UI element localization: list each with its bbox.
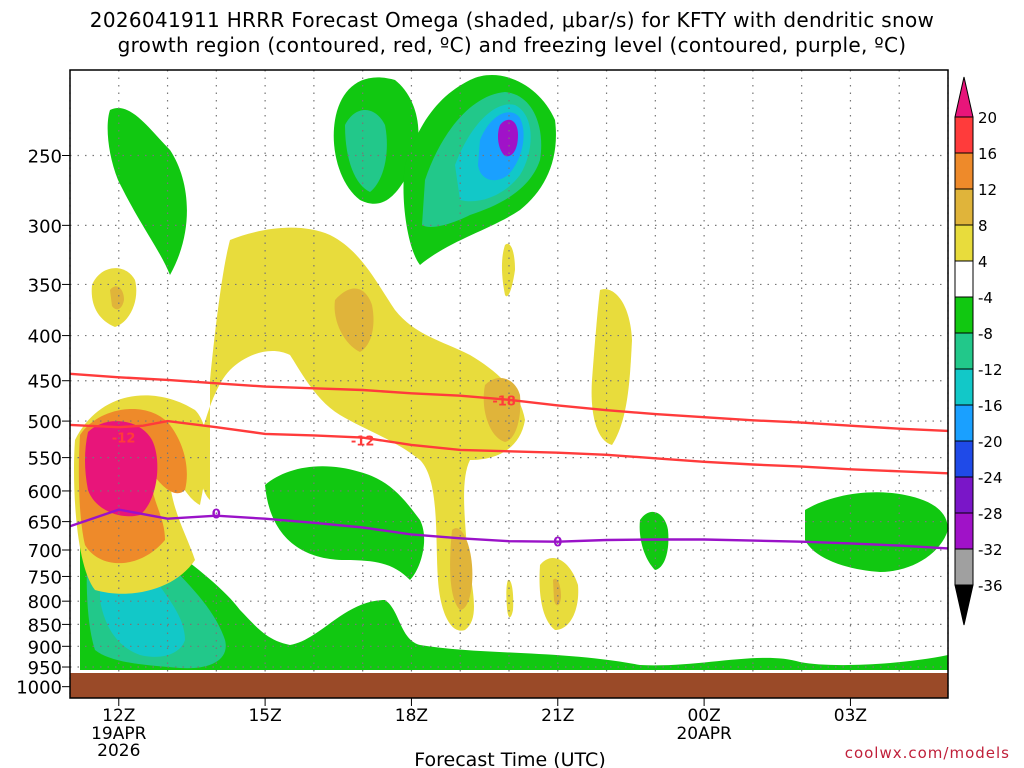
y-tick-label-850: 850	[28, 615, 62, 636]
omega-orange-center	[483, 377, 521, 442]
omega-orange-low-right	[553, 578, 561, 606]
colorbar-band-7	[954, 368, 974, 406]
dgz-bottom-contour	[69, 419, 949, 475]
contour-labels: -18 -12 -12 0 0	[112, 395, 562, 551]
colorbar-band-5	[954, 296, 974, 334]
colorbar-band-1	[954, 152, 974, 190]
x-tick-label-21Z: 21Z	[541, 706, 574, 726]
colorbar-bottom-arrow	[954, 584, 974, 626]
y-tick-label-800: 800	[28, 592, 62, 613]
contour-label-0: -18	[492, 395, 516, 410]
colorbar-top-arrow	[954, 76, 974, 118]
colorbar-band-3	[954, 224, 974, 262]
colorbar-band-10	[954, 476, 974, 514]
omega-yellow-low-narrow	[506, 579, 514, 618]
y-tick-label-250: 250	[28, 146, 62, 167]
contour-label-2: -12	[112, 432, 136, 447]
omega-green-left-midlevel	[107, 108, 187, 275]
y-tick-label-350: 350	[28, 275, 62, 296]
colorbar-label-10: -24	[978, 469, 1003, 487]
ground-rect	[70, 673, 948, 698]
y-tick-label-400: 400	[28, 327, 62, 348]
omega-yellow-upper-center	[501, 243, 515, 297]
colorbar-label-4: 4	[978, 253, 988, 271]
colorbar-label-1: 16	[978, 145, 997, 163]
colorbar-label-7: -12	[978, 361, 1003, 379]
site-credit: coolwx.com/models	[844, 744, 1010, 762]
y-tick-label-950: 950	[28, 658, 62, 679]
contour-lines	[69, 372, 949, 550]
colorbar-label-0: 20	[978, 109, 997, 127]
omega-yellow-right	[591, 289, 632, 445]
y-tick-label-300: 300	[28, 216, 62, 237]
x-axis-title: Forecast Time (UTC)	[414, 749, 605, 768]
colorbar-label-5: -4	[978, 289, 993, 307]
x-tick-label-03Z: 03Z	[834, 706, 867, 726]
freezing-level-contour	[69, 508, 949, 550]
omega-green-right-lobe	[805, 492, 948, 572]
omega-yellow-main	[199, 227, 526, 631]
colorbar-label-2: 12	[978, 181, 997, 199]
colorbar-label-9: -20	[978, 433, 1003, 451]
x-tick-label-15Z: 15Z	[248, 706, 281, 726]
y-tick-label-550: 550	[28, 449, 62, 470]
dgz-top-contour	[69, 372, 949, 433]
omega-purple-upper	[497, 119, 518, 157]
colorbar-band-12	[954, 548, 974, 586]
chart-title-line-1: 2026041911 HRRR Forecast Omega (shaded, …	[89, 8, 935, 32]
colorbar-band-2	[954, 188, 974, 226]
y-tick-label-450: 450	[28, 372, 62, 393]
colorbar-band-9	[954, 440, 974, 478]
colorbar-label-12: -32	[978, 541, 1003, 559]
x-tick-label-00Z: 00Z	[687, 706, 720, 726]
colorbar-band-0	[954, 116, 974, 154]
colorbar-label-13: -36	[978, 577, 1003, 595]
contour-label-3: 0	[212, 507, 221, 522]
y-tick-label-700: 700	[28, 541, 62, 562]
y-axis: 2503003504004505005506006507007508008509…	[16, 146, 70, 699]
omega-green-midlevel-band	[265, 466, 425, 580]
omega-green-right-small	[639, 511, 669, 570]
x-tick-label-12Z: 12Z	[102, 706, 135, 726]
x-tick-date-00Z: 20APR	[676, 724, 732, 744]
colorbar-band-6	[954, 332, 974, 370]
chart-title-line-2: growth region (contoured, red, ºC) and f…	[117, 33, 907, 57]
omega-orange-small	[110, 286, 124, 310]
y-tick-label-600: 600	[28, 482, 62, 503]
colorbar-band-11	[954, 512, 974, 550]
y-tick-label-900: 900	[28, 637, 62, 658]
contour-label-4: 0	[553, 536, 562, 551]
colorbar-band-8	[954, 404, 974, 442]
colorbar-band-4	[954, 260, 974, 298]
x-tick-date-12Z: 19APR	[91, 724, 147, 744]
x-tick-label-18Z: 18Z	[395, 706, 428, 726]
omega-orange-low	[450, 528, 473, 610]
omega-teal-upper	[345, 110, 387, 192]
colorbar-label-3: 8	[978, 217, 988, 235]
plot-frame	[69, 69, 949, 699]
omega-shading	[74, 74, 948, 670]
y-tick-label-750: 750	[28, 567, 62, 588]
colorbar: 20 16 12 8 4 -4 -8 -12 -16 -20 -24 -28 -32 -36	[954, 76, 1003, 626]
omega-magenta-dgz	[85, 421, 158, 517]
x-tick-year-12Z: 2026	[97, 741, 140, 761]
colorbar-label-8: -16	[978, 397, 1003, 415]
contour-label-1: -12	[351, 435, 375, 450]
colorbar-label-11: -28	[978, 505, 1003, 523]
y-tick-label-1000: 1000	[16, 678, 62, 699]
y-tick-label-650: 650	[28, 513, 62, 534]
y-tick-label-500: 500	[28, 412, 62, 433]
colorbar-label-6: -8	[978, 325, 993, 343]
ground-fill	[70, 673, 948, 698]
